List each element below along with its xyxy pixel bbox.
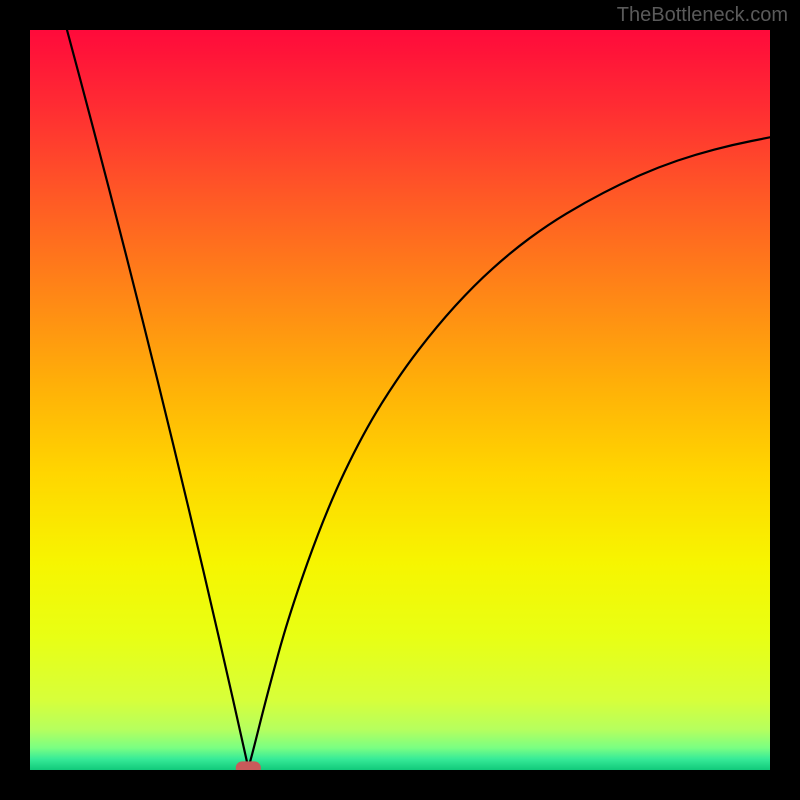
gradient-background (30, 30, 770, 770)
minimum-marker (236, 761, 261, 770)
watermark-text: TheBottleneck.com (617, 4, 788, 27)
bottleneck-chart (30, 30, 770, 770)
chart-area (30, 30, 770, 770)
